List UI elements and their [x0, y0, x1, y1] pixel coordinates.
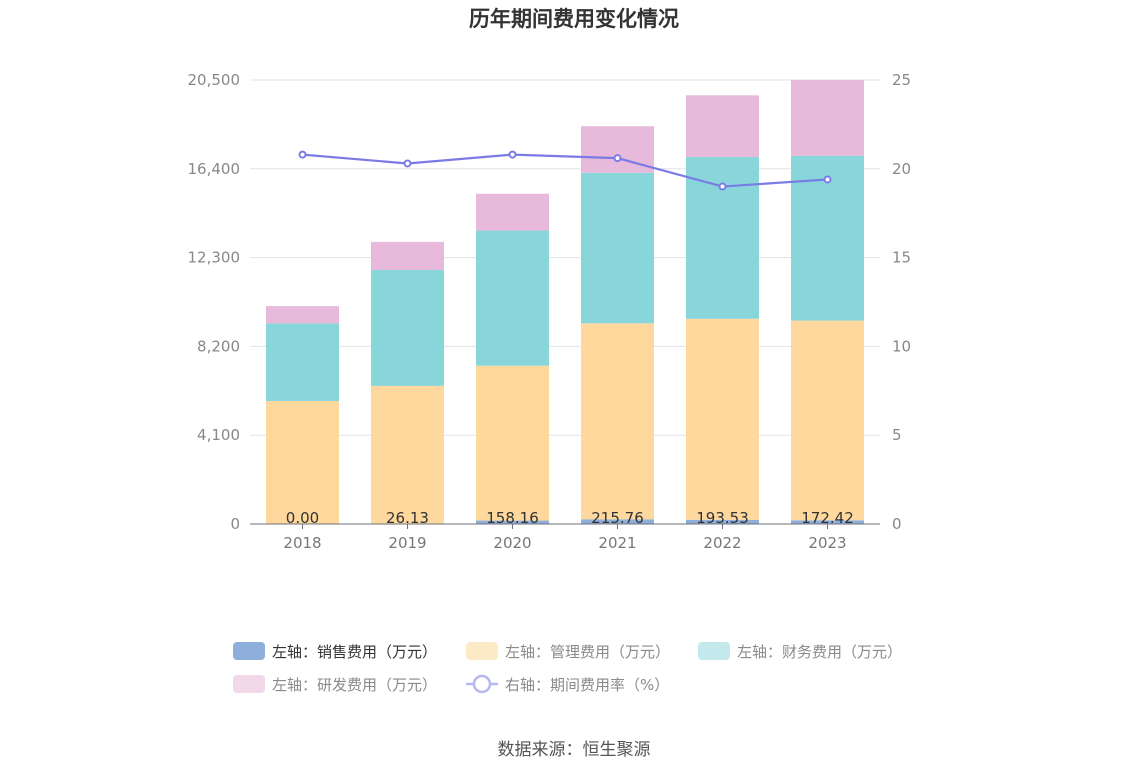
sales-data-label: 0.00 [286, 509, 319, 527]
bar-segment [686, 318, 759, 520]
bar-segment [686, 157, 759, 319]
legend-item[interactable]: 右轴：期间费用率（%） [466, 674, 669, 694]
grid [250, 79, 880, 436]
bar-segment [581, 323, 654, 520]
rate-point [298, 150, 307, 159]
y-right-tick-label: 15 [892, 249, 911, 267]
y-axis-right: 0 5 10 15 20 25 [892, 71, 911, 533]
bar-segment [476, 193, 549, 231]
y-right-tick-label: 10 [892, 337, 911, 355]
y-axis-left: 0 4,100 8,200 12,300 16,400 20,500 [188, 71, 241, 533]
legend: 左轴：销售费用（万元） 左轴：管理费用（万元） 左轴：财务费用（万元） 左轴：研发费用… [233, 642, 902, 694]
y-left-tick-label: 16,400 [188, 160, 241, 178]
legend-item[interactable]: 左轴：研发费用（万元） [233, 675, 437, 694]
legend-swatch [698, 642, 730, 660]
bar-segment [371, 241, 444, 271]
bar-segment [476, 230, 549, 366]
sales-data-label: 215.76 [591, 509, 644, 527]
legend-label: 左轴：财务费用（万元） [737, 643, 902, 661]
sales-data-label: 26.13 [386, 509, 429, 527]
bar-segment [266, 306, 339, 324]
bar-segment [266, 323, 339, 401]
legend-swatch [233, 675, 265, 693]
bar-segment [371, 270, 444, 386]
sales-data-label: 158.16 [486, 509, 539, 527]
y-left-tick-label: 20,500 [188, 71, 241, 89]
rate-point [613, 154, 622, 163]
legend-label: 左轴：管理费用（万元） [505, 643, 670, 661]
rate-line-path [302, 153, 828, 188]
y-left-tick-label: 8,200 [197, 337, 240, 355]
x-tick-label: 2022 [703, 534, 741, 552]
legend-label: 左轴：销售费用（万元） [272, 643, 437, 661]
legend-marker [472, 674, 492, 694]
y-right-tick-label: 0 [892, 515, 902, 533]
rate-point [403, 159, 412, 168]
x-axis-labels: 2018 2019 2020 2021 2022 2023 [283, 534, 846, 552]
rate-point [508, 150, 517, 159]
x-tick-label: 2020 [493, 534, 531, 552]
y-left-tick-label: 4,100 [197, 426, 240, 444]
x-tick-label: 2018 [283, 534, 321, 552]
y-right-tick-label: 5 [892, 426, 902, 444]
legend-label: 右轴：期间费用率（%） [505, 676, 669, 694]
bar-segment [476, 365, 549, 521]
bar-segment [791, 79, 864, 156]
y-left-tick-label: 12,300 [188, 249, 241, 267]
bar-segment [371, 385, 444, 524]
bars [266, 79, 864, 524]
legend-item[interactable]: 左轴：财务费用（万元） [698, 642, 902, 661]
legend-swatch [466, 642, 498, 660]
legend-label: 左轴：研发费用（万元） [272, 676, 437, 694]
x-tick-label: 2021 [598, 534, 636, 552]
bar-segment [791, 520, 864, 524]
sales-data-label: 172.42 [801, 509, 854, 527]
bar-segment [581, 519, 654, 524]
rate-point [718, 182, 727, 191]
x-axis [250, 523, 880, 529]
y-right-tick-label: 25 [892, 71, 911, 89]
x-tick-label: 2023 [808, 534, 846, 552]
y-left-tick-label: 0 [230, 515, 240, 533]
x-tick-label: 2019 [388, 534, 426, 552]
chart-title: 历年期间费用变化情况 [469, 7, 679, 31]
bar-segment [686, 519, 759, 524]
data-labels: 0.00 26.13 158.16 215.76 193.53 172.42 [286, 509, 854, 527]
sales-data-label: 193.53 [696, 509, 749, 527]
source-text: 数据来源：恒生聚源 [498, 740, 651, 760]
rate-point [823, 175, 832, 184]
legend-item[interactable]: 左轴：销售费用（万元） [233, 642, 437, 661]
bar-segment [476, 520, 549, 524]
bar-segment [686, 95, 759, 158]
legend-swatch [233, 642, 265, 660]
bar-segment [791, 320, 864, 521]
bar-segment [581, 172, 654, 324]
rate-line [298, 150, 832, 191]
y-right-tick-label: 20 [892, 160, 911, 178]
bar-segment [266, 400, 339, 524]
legend-item[interactable]: 左轴：管理费用（万元） [466, 642, 670, 661]
